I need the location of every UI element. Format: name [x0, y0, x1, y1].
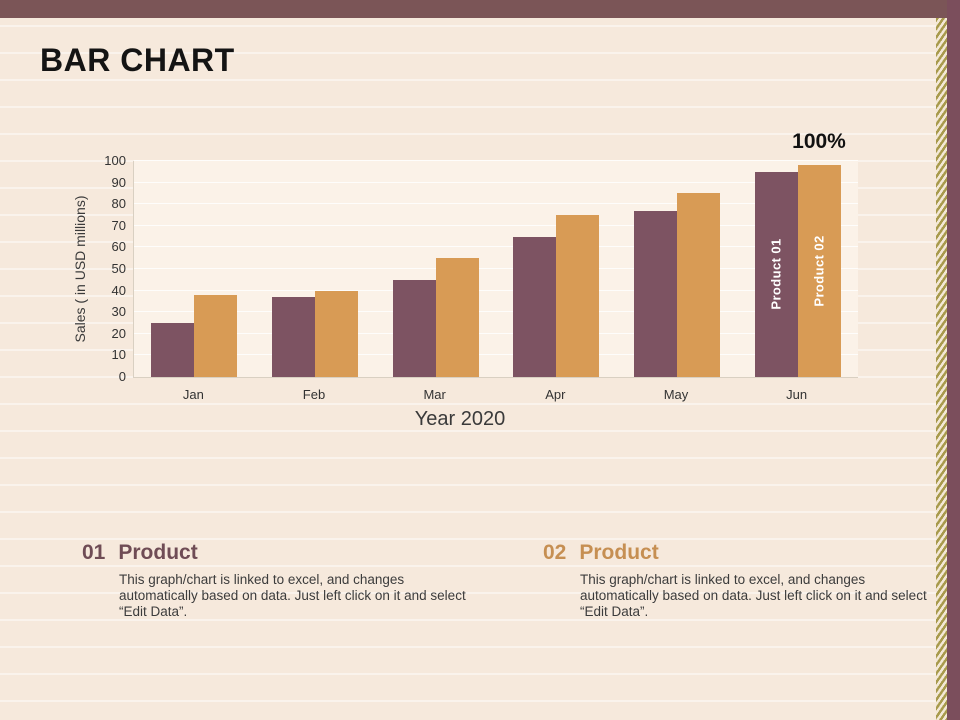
gridline: [134, 203, 858, 205]
product-1-heading: Product: [118, 541, 198, 564]
bar-product-01-feb[interactable]: [272, 297, 315, 377]
bar-product-01-apr[interactable]: [513, 236, 557, 377]
gridline: [134, 289, 858, 291]
bar-product-02-feb[interactable]: [315, 290, 358, 377]
y-axis-tick-label: 70: [111, 217, 126, 233]
product-2-heading-row: 02 Product: [543, 541, 932, 565]
gridline: [134, 160, 858, 161]
product-2-heading: Product: [579, 541, 659, 564]
y-axis-tick-label: 0: [118, 369, 126, 384]
y-axis-title: Sales ( in USD millions): [72, 195, 88, 343]
bar-product-02-jan[interactable]: [194, 294, 238, 377]
product-block-2: 02 Product This graph/chart is linked to…: [543, 541, 932, 620]
x-axis-category-label: Apr: [545, 387, 566, 402]
bar-product-01-mar[interactable]: [392, 279, 436, 377]
bar-product-01-may[interactable]: [634, 210, 677, 377]
y-axis-tick-label: 100: [104, 153, 126, 168]
y-axis-tick-label: 80: [111, 196, 126, 212]
gridline: [134, 354, 858, 356]
x-axis-category-label: Feb: [302, 387, 326, 402]
x-axis-category-label: Jun: [786, 387, 808, 402]
x-axis-title: Year 2020: [414, 408, 506, 430]
series-label-in-bar: Product 01: [768, 238, 784, 310]
page-title: BAR CHART: [40, 42, 235, 78]
y-axis-tick-label: 30: [111, 304, 126, 320]
bar-product-02-mar[interactable]: [435, 258, 479, 377]
gridline: [134, 246, 858, 248]
gridline: [134, 311, 858, 313]
product-2-description: This graph/chart is linked to excel, and…: [580, 572, 927, 619]
product-1-heading-row: 01 Product: [82, 541, 471, 565]
gridline: [134, 181, 858, 183]
x-axis-category-label: Jan: [182, 387, 204, 402]
gridline: [134, 332, 858, 334]
y-axis-tick-label: 40: [111, 282, 126, 298]
product-2-number: 02: [543, 541, 567, 564]
bar-product-02-may[interactable]: [677, 193, 720, 377]
x-axis-category-label: May: [663, 387, 689, 402]
y-axis-tick-label: 20: [111, 325, 126, 341]
y-axis-tick-label: 10: [111, 347, 126, 363]
product-1-description: This graph/chart is linked to excel, and…: [119, 572, 466, 619]
bar-product-01-jun[interactable]: Product 01: [754, 171, 798, 377]
x-axis-category-label: Mar: [423, 387, 446, 402]
bar-product-02-apr[interactable]: [556, 215, 600, 377]
product-block-1: 01 Product This graph/chart is linked to…: [82, 541, 471, 620]
y-axis-tick-label: 60: [111, 239, 126, 255]
right-stripe-border: [936, 18, 947, 720]
gridline: [134, 224, 858, 226]
series-label-in-bar: Product 02: [811, 235, 827, 307]
max-value-annotation: 100%: [792, 130, 846, 153]
bar-product-02-jun[interactable]: Product 02: [797, 165, 841, 377]
bar-product-01-jan[interactable]: [151, 323, 195, 377]
right-edge-bar: [947, 0, 960, 720]
plot-area[interactable]: Product 01 Product 02: [133, 160, 858, 378]
y-axis-tick-label: 90: [111, 174, 126, 190]
gridline: [134, 268, 858, 269]
top-accent-bar: [0, 0, 960, 18]
product-1-number: 01: [82, 541, 106, 564]
y-axis-tick-label: 50: [111, 261, 126, 276]
